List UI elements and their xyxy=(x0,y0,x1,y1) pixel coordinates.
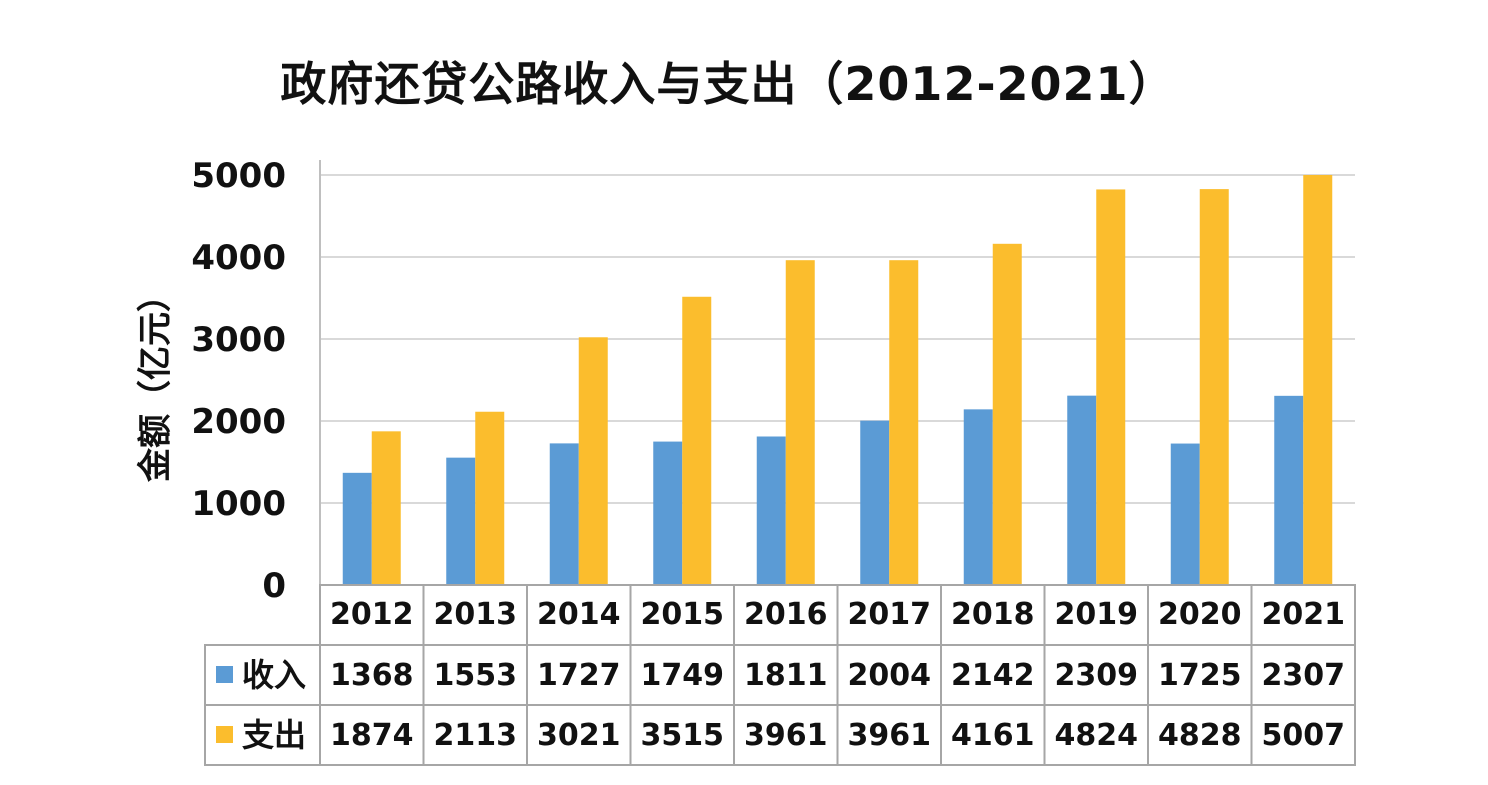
bar-income-2013 xyxy=(446,457,476,585)
data-label: 3515 xyxy=(641,718,725,753)
bar-income-2020 xyxy=(1170,443,1200,585)
bar-expense-2015 xyxy=(682,296,712,585)
data-label: 1749 xyxy=(641,658,725,693)
bar-income-2012 xyxy=(342,472,372,585)
y-tick-label: 1000 xyxy=(191,484,286,524)
x-tick-label: 2012 xyxy=(330,597,414,632)
data-label: 1874 xyxy=(330,718,414,753)
data-label: 3021 xyxy=(537,718,621,753)
y-tick-label: 3000 xyxy=(191,320,286,360)
bar-income-2015 xyxy=(653,441,683,585)
x-tick-label: 2018 xyxy=(951,597,1035,632)
y-tick-label: 5000 xyxy=(191,156,286,196)
bar-expense-2016 xyxy=(785,260,815,585)
chart-title: 政府还贷公路收入与支出（2012-2021） xyxy=(280,57,1176,111)
data-label: 4824 xyxy=(1055,718,1139,753)
data-label: 2142 xyxy=(951,658,1035,693)
data-label: 3961 xyxy=(848,718,932,753)
bar-expense-2017 xyxy=(889,260,919,585)
data-label: 2309 xyxy=(1055,658,1139,693)
bars xyxy=(342,175,1333,585)
bar-income-2016 xyxy=(756,436,786,585)
data-label: 2004 xyxy=(848,658,932,693)
legend-swatch xyxy=(216,666,233,683)
x-tick-label: 2013 xyxy=(434,597,518,632)
bar-income-2021 xyxy=(1274,395,1304,585)
legend-label: 收入 xyxy=(242,656,306,694)
bar-income-2019 xyxy=(1067,395,1097,585)
x-tick-label: 2021 xyxy=(1262,597,1346,632)
y-tick-label: 0 xyxy=(262,566,286,606)
bar-expense-2013 xyxy=(475,411,505,585)
data-table: 2012 2013 2014 2015 2016 2017 2018 2019 2020 2021… xyxy=(204,584,1356,766)
data-label: 2113 xyxy=(434,718,518,753)
legend-label: 支出 xyxy=(242,716,306,754)
y-axis-ticks: 0 1000 2000 3000 4000 5000 xyxy=(191,156,286,606)
data-label: 4161 xyxy=(951,718,1035,753)
bar-income-2018 xyxy=(963,409,993,585)
data-label: 1727 xyxy=(537,658,621,693)
y-tick-label: 2000 xyxy=(191,402,286,442)
bar-expense-2014 xyxy=(578,337,608,585)
data-label: 1553 xyxy=(434,658,518,693)
data-label: 4828 xyxy=(1158,718,1242,753)
x-tick-label: 2019 xyxy=(1055,597,1139,632)
data-label: 1811 xyxy=(744,658,828,693)
data-label: 5007 xyxy=(1262,718,1346,753)
bar-expense-2018 xyxy=(992,243,1022,585)
y-tick-label: 4000 xyxy=(191,238,286,278)
bar-expense-2012 xyxy=(371,431,401,585)
x-tick-label: 2016 xyxy=(744,597,828,632)
x-tick-label: 2020 xyxy=(1158,597,1242,632)
data-label: 2307 xyxy=(1262,658,1346,693)
data-label: 1368 xyxy=(330,658,414,693)
bar-expense-2020 xyxy=(1199,189,1229,585)
bar-expense-2021 xyxy=(1303,175,1333,585)
x-tick-label: 2014 xyxy=(537,597,621,632)
legend-swatch xyxy=(216,726,233,743)
data-label: 1725 xyxy=(1158,658,1242,693)
x-tick-label: 2015 xyxy=(641,597,725,632)
bar-expense-2019 xyxy=(1096,189,1126,585)
bar-income-2017 xyxy=(860,420,890,585)
data-label: 3961 xyxy=(744,718,828,753)
x-tick-label: 2017 xyxy=(848,597,932,632)
bar-income-2014 xyxy=(549,443,579,585)
